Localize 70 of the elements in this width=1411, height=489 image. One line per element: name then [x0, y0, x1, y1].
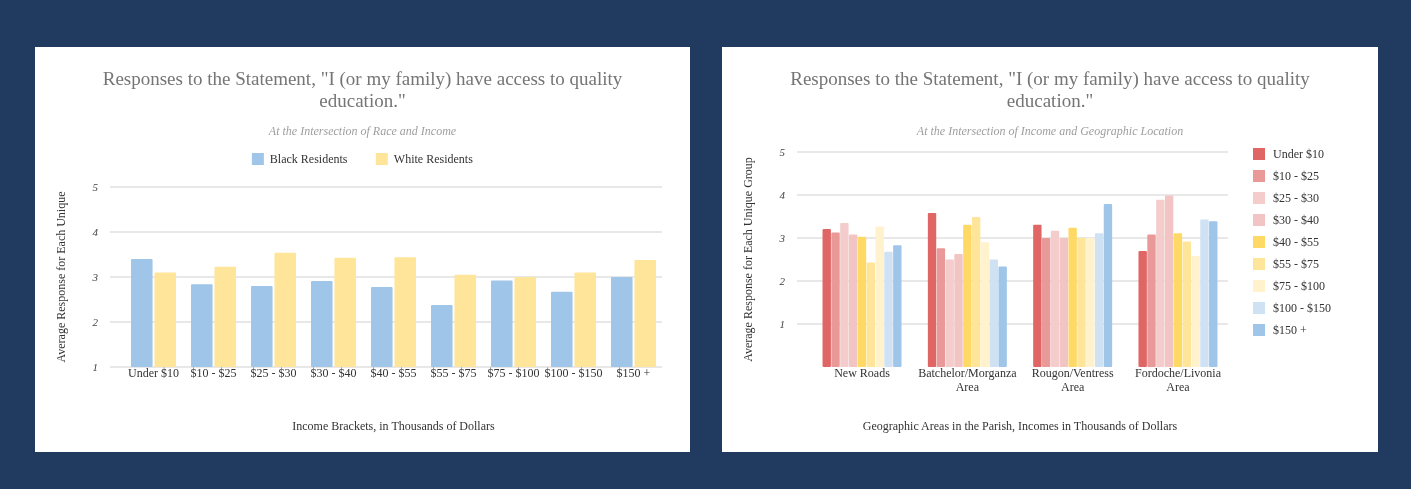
bar [1086, 238, 1095, 367]
legend-label: Under $10 [1273, 147, 1324, 161]
legend-label: $30 - $40 [1273, 213, 1319, 227]
y-tick-label: 5 [92, 181, 99, 194]
y-axis-title: Average Response for Each Unique [54, 191, 68, 363]
bar [980, 242, 990, 367]
chart-subtitle: At the Intersection of Income and Geographic Location [915, 124, 1184, 138]
bar [857, 236, 867, 367]
bar [1033, 224, 1042, 367]
x-tick-label: $30 - $40 [310, 366, 357, 380]
chart-title: Responses to the Statement, "I (or my family) have access to quality education." [102, 68, 623, 111]
legend-label: $10 - $25 [1273, 169, 1319, 183]
y-tick-label: 3 [91, 271, 99, 284]
bar [1191, 256, 1200, 367]
legend-label: White Residents [393, 152, 474, 166]
x-tick-label: $55 - $75 [430, 366, 477, 380]
x-tick-label: Under $10 [128, 366, 179, 380]
bar [866, 262, 876, 367]
legend-label: $100 - $150 [1273, 301, 1331, 315]
y-tick-label: 4 [92, 226, 99, 239]
bar [1147, 234, 1156, 367]
x-tick-label: $40 - $55 [370, 366, 417, 380]
legend-label: $55 - $75 [1273, 257, 1319, 271]
bar [936, 248, 946, 367]
y-axis-title: Average Response for Each Unique Group [741, 157, 755, 362]
bar [1200, 219, 1209, 367]
bar [1182, 241, 1191, 367]
chart-subtitle: At the Intersection of Race and Income [267, 124, 457, 138]
x-tick-label: $100 - $150 [544, 366, 603, 380]
y-tick-label: 2 [92, 316, 99, 329]
legend-label: $150 + [1273, 323, 1307, 337]
legend-label: Black Residents [269, 152, 348, 166]
y-tick-label: 2 [779, 275, 786, 288]
bar [1103, 204, 1113, 367]
bar [875, 226, 884, 367]
chart-title: Responses to the Statement, "I (or my family) have access to quality education." [790, 68, 1311, 111]
y-tick-label: 4 [779, 189, 786, 202]
y-tick-label: 1 [92, 361, 98, 374]
bar [927, 213, 937, 367]
x-tick-label: Batchelor/Morganza Area [918, 366, 1018, 394]
x-axis-title: Geographic Areas in the Parish, Incomes in Thousands of Dollars [862, 419, 1178, 433]
bar [893, 245, 902, 367]
x-tick-label: $25 - $30 [250, 366, 297, 380]
x-axis-title: Income Brackets, in Thousands of Dollars [292, 419, 496, 433]
bar [1041, 238, 1051, 367]
y-tick-label: 5 [779, 146, 786, 159]
bar [831, 232, 840, 367]
bar [963, 224, 972, 367]
bar [1209, 221, 1218, 367]
legend-label: $40 - $55 [1273, 235, 1319, 249]
legend-label: $75 - $100 [1273, 279, 1325, 293]
bar [1077, 238, 1086, 367]
bar [1068, 227, 1077, 367]
bar [998, 266, 1007, 367]
bar [989, 259, 999, 367]
x-tick-label: $150 + [616, 366, 651, 380]
x-tick-label: $10 - $25 [190, 366, 237, 380]
bar [1094, 233, 1104, 367]
x-tick-label: Rougon/Ventress Area [1031, 366, 1114, 394]
y-tick-label: 1 [779, 318, 785, 331]
bar [884, 251, 893, 367]
bar [1138, 250, 1147, 367]
y-tick-label: 3 [778, 232, 786, 245]
x-tick-label: $75 - $100 [487, 366, 540, 380]
bar [1173, 233, 1183, 367]
x-tick-label: New Roads [834, 366, 891, 380]
legend-label: $25 - $30 [1273, 191, 1319, 205]
bar [822, 228, 831, 367]
bar [971, 216, 981, 367]
x-tick-label: Fordoche/Livonia Area [1134, 366, 1222, 394]
